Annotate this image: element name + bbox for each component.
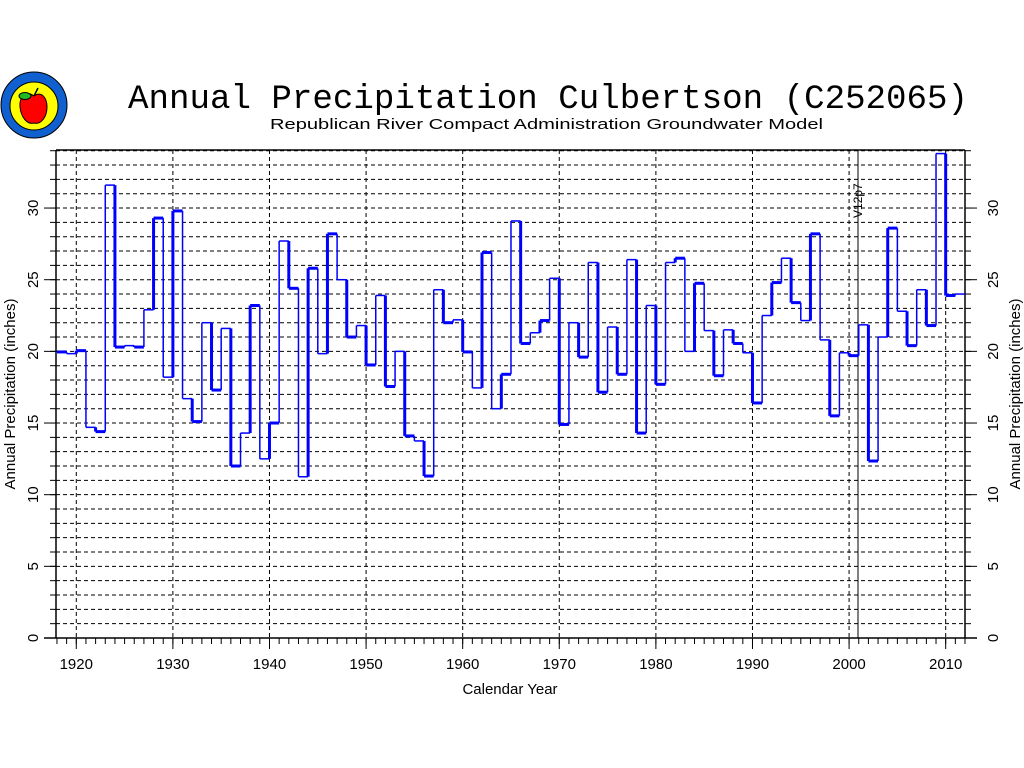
x-tick-label: 1990 <box>736 656 769 673</box>
x-tick-label: 1920 <box>60 656 93 673</box>
y-tick-label-right: 10 <box>985 486 1002 503</box>
x-tick-label: 1970 <box>543 656 576 673</box>
version-marker: V12p7 <box>851 150 865 638</box>
x-axis-label: Calendar Year <box>462 681 557 698</box>
x-tick-label: 1930 <box>156 656 189 673</box>
y-tick-label-right: 5 <box>985 562 1002 570</box>
apple-icon <box>19 93 48 124</box>
x-tick-label: 1960 <box>446 656 479 673</box>
chart-title: Annual Precipitation Culbertson (C252065… <box>128 81 968 119</box>
y-tick-label-left: 30 <box>25 200 42 217</box>
apple-stem <box>33 87 39 97</box>
y-tick-label-left: 20 <box>25 343 42 360</box>
x-tick-label: 1940 <box>253 656 286 673</box>
x-tick-label: 1980 <box>639 656 672 673</box>
y-tick-label-right: 15 <box>985 415 1002 432</box>
axes: 1920 1930 1940 1950 1960 1970 1980 1990 2000 2010… <box>25 149 1002 673</box>
series-group <box>56 152 965 478</box>
y-tick-label-right: 20 <box>985 343 1002 360</box>
x-tick-label: 2000 <box>832 656 865 673</box>
y-tick-label-right: 30 <box>985 200 1002 217</box>
y-tick-label-right: 0 <box>985 634 1002 642</box>
y-tick-label-left: 5 <box>25 562 42 570</box>
chart-subtitle: Republican River Compact Administration … <box>270 116 823 133</box>
y-tick-label-right: 25 <box>985 271 1002 288</box>
y-tick-label-left: 15 <box>25 415 42 432</box>
grid <box>56 150 965 638</box>
y-axis-label-left: Annual Precipitation (inches) <box>2 299 19 490</box>
y-tick-label-left: 10 <box>25 486 42 503</box>
logo <box>0 71 68 139</box>
y-axis-label-right: Annual Precipitation (inches) <box>1007 299 1024 490</box>
x-tick-label: 1950 <box>349 656 382 673</box>
leaf-icon <box>18 92 32 100</box>
version-marker-label: V12p7 <box>851 183 865 218</box>
y-tick-label-left: 25 <box>25 271 42 288</box>
y-tick-label-left: 0 <box>25 634 42 642</box>
x-tick-label: 2010 <box>929 656 962 673</box>
